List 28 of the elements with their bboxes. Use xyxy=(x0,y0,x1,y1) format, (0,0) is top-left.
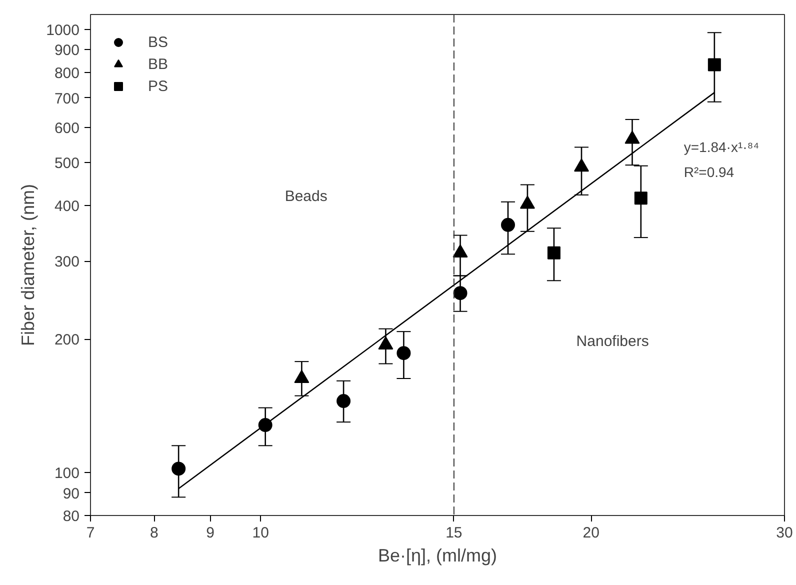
y-tick-label: 700 xyxy=(54,90,80,108)
annotation: y=1.84·x¹·⁸⁴ xyxy=(684,138,760,155)
annotation: Nanofibers xyxy=(576,333,649,350)
x-axis-title: Be·[η], (ml/mg) xyxy=(378,546,498,566)
y-tick-label: 80 xyxy=(62,508,80,525)
y-tick-label: 100 xyxy=(54,465,80,482)
annotation: Beads xyxy=(284,188,328,205)
x-tick-label: 20 xyxy=(582,524,600,542)
y-tick-label: 800 xyxy=(54,64,80,82)
legend-label: PS xyxy=(148,78,168,94)
x-tick-label: 30 xyxy=(776,524,793,542)
annotation: R²=0.94 xyxy=(684,164,734,180)
y-tick-label: 600 xyxy=(54,120,80,138)
x-tick-label: 15 xyxy=(446,524,462,542)
y-tick-label: 300 xyxy=(54,254,80,271)
x-tick-label: 9 xyxy=(206,524,215,542)
y-tick-label: 200 xyxy=(54,332,80,349)
y-tick-label: 400 xyxy=(54,198,80,216)
y-tick-label: 1000 xyxy=(46,22,80,39)
y-axis-title: Fiber diameter, (nm) xyxy=(18,184,38,346)
x-tick-label: 8 xyxy=(150,524,158,542)
x-tick-label: 7 xyxy=(86,524,95,542)
y-tick-label: 90 xyxy=(62,485,80,502)
y-tick-label: 500 xyxy=(54,155,80,172)
y-tick-label: 900 xyxy=(54,42,80,60)
x-tick-label: 10 xyxy=(252,524,269,542)
legend-label: BB xyxy=(148,56,168,72)
legend-label: BS xyxy=(148,34,168,50)
